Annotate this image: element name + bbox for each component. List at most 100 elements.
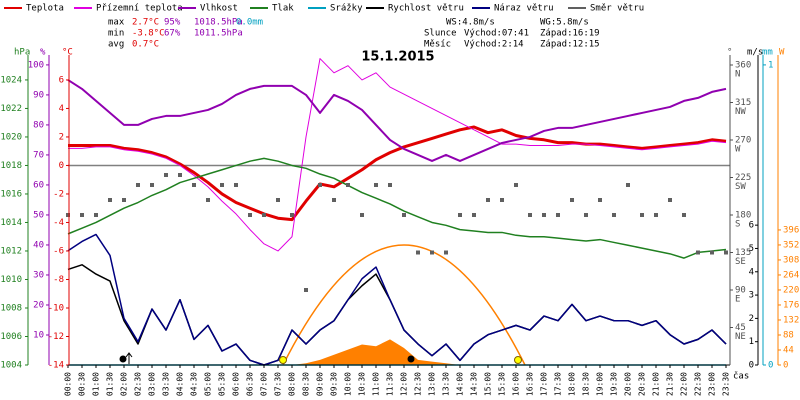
x-tick-label: 09:30	[330, 372, 339, 396]
direction-point	[360, 213, 364, 217]
y-tick-label: 6	[749, 221, 754, 231]
direction-point	[164, 173, 168, 177]
direction-point	[262, 213, 266, 217]
y-tick-label: 88	[783, 330, 794, 340]
y-tick-label: 0	[59, 161, 64, 171]
stat-text: 67%	[164, 29, 181, 39]
x-tick-label: 03:00	[148, 372, 157, 396]
direction-point	[416, 250, 420, 255]
series-line	[68, 58, 727, 252]
sun-arc	[282, 244, 526, 366]
moon-arrow	[125, 352, 133, 364]
x-axis-label: čas	[733, 371, 749, 382]
direction-point	[682, 213, 686, 217]
direction-point	[444, 250, 448, 255]
y-tick-label: 90	[735, 286, 746, 296]
x-tick-label: 01:30	[106, 372, 115, 396]
y-tick-name: W	[735, 145, 741, 155]
axis-unit: °	[727, 48, 732, 58]
direction-point	[108, 198, 112, 202]
y-tick-name: SE	[735, 257, 746, 267]
series-line	[67, 79, 727, 162]
stat-text: 0.7°C	[132, 40, 159, 50]
direction-point	[626, 183, 630, 187]
direction-point	[206, 198, 210, 202]
x-tick-label: 01:00	[92, 372, 101, 396]
astro-text: WS:4.8m/s	[446, 18, 495, 28]
y-tick-label: 220	[783, 285, 799, 295]
legend-label: Směr větru	[590, 4, 644, 14]
direction-point	[234, 183, 238, 187]
y-tick-label: -14	[48, 361, 64, 371]
y-tick-label: 1016	[0, 189, 22, 199]
axis-unit: m/s	[747, 48, 763, 58]
y-tick-label: 0	[768, 361, 773, 371]
direction-point	[668, 198, 672, 202]
stat-text: 0.0mm	[236, 18, 263, 28]
series-area	[68, 339, 726, 365]
astro-text: Západ:12:15	[540, 40, 600, 50]
direction-point	[654, 213, 658, 217]
y-tick-label: 1008	[0, 303, 22, 313]
back-layer	[68, 244, 726, 366]
x-tick-label: 05:30	[218, 372, 227, 396]
y-tick-label: 5	[749, 244, 754, 254]
x-tick-label: 18:30	[582, 372, 591, 396]
x-tick-label: 17:00	[540, 372, 549, 396]
direction-point	[136, 183, 140, 187]
direction-point	[318, 183, 322, 187]
y-tick-label: -8	[53, 275, 64, 285]
y-tick-label: 1022	[0, 104, 22, 114]
x-tick-label: 17:30	[554, 372, 563, 396]
sunset-marker	[514, 356, 522, 364]
legend-label: Přízemní teplota	[96, 4, 183, 14]
astro-text: Východ:07:41	[464, 29, 529, 39]
x-tick-label: 10:30	[358, 372, 367, 396]
legend-label: Náraz větru	[494, 4, 554, 14]
x-tick-label: 19:30	[610, 372, 619, 396]
x-tick-label: 08:00	[288, 372, 297, 396]
legend-label: Srážky	[330, 4, 363, 14]
axis-unit: hPa	[14, 48, 30, 58]
x-tick-label: 08:30	[302, 372, 311, 396]
x-tick-label: 00:30	[78, 372, 87, 396]
y-tick-label: 225	[735, 173, 751, 183]
x-tick-label: 07:00	[260, 372, 269, 396]
y-tick-label: 10	[33, 330, 44, 340]
y-tick-label: 1014	[0, 218, 22, 228]
x-tick-label: 14:30	[470, 372, 479, 396]
y-tick-name: S	[735, 220, 740, 230]
x-tick-label: 13:30	[442, 372, 451, 396]
x-tick-label: 19:00	[596, 372, 605, 396]
direction-point	[332, 198, 336, 202]
stat-text: 1011.5hPa	[194, 29, 243, 39]
direction-point	[150, 183, 154, 187]
astro-text: Měsíc	[424, 40, 451, 50]
x-tick-label: 11:00	[372, 372, 381, 396]
direction-point	[528, 213, 532, 217]
moonset-marker	[407, 355, 415, 363]
legend-label: Vlhkost	[200, 4, 238, 14]
y-tick-label: 135	[735, 248, 751, 258]
direction-point	[80, 213, 84, 217]
y-tick-label: 80	[33, 120, 44, 130]
x-tick-label: 07:30	[274, 372, 283, 396]
y-tick-name: E	[735, 295, 740, 305]
chart-title: 15.1.2015	[361, 50, 434, 65]
y-tick-label: 1006	[0, 332, 22, 342]
y-tick-label: 4	[749, 267, 754, 277]
direction-point	[640, 213, 644, 217]
direction-point	[346, 183, 350, 187]
y-tick-label: 1	[749, 337, 754, 347]
direction-point	[710, 250, 714, 255]
y-tick-label: 1018	[0, 161, 22, 171]
direction-point	[276, 198, 280, 202]
x-tick-label: 09:00	[316, 372, 325, 396]
astro-text: Východ:2:14	[464, 40, 524, 50]
x-tick-label: 11:30	[386, 372, 395, 396]
astro-markers	[119, 352, 522, 364]
direction-point	[696, 250, 700, 255]
x-tick-label: 16:30	[526, 372, 535, 396]
direction-point	[430, 250, 434, 255]
